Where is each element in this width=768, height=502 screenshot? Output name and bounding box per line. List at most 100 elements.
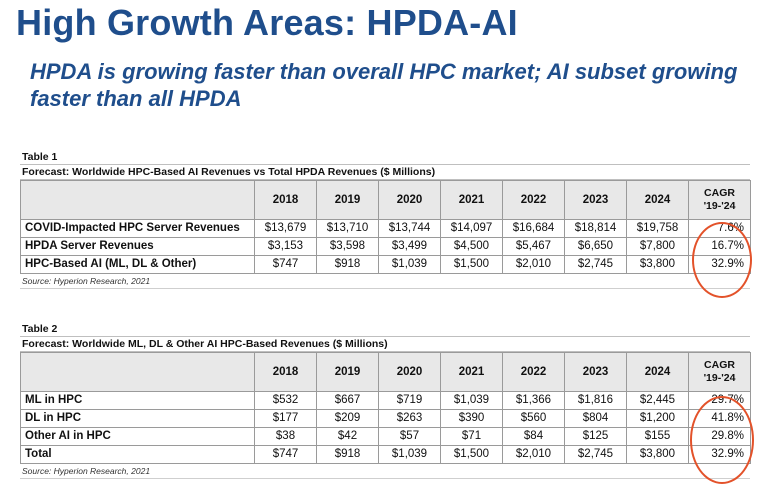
- value-cell: $918: [316, 445, 379, 464]
- column-header: 2023: [564, 352, 627, 392]
- value-cell: $13,710: [316, 219, 379, 238]
- slide-title: High Growth Areas: HPDA-AI: [16, 2, 518, 43]
- value-cell: $2,010: [502, 255, 565, 274]
- row-label: HPC-Based AI (ML, DL & Other): [20, 255, 255, 274]
- cagr-header-line-2: '19-'24: [703, 372, 736, 384]
- table-row: DL in HPC $177 $209 $263 $390 $560 $804 $1,200 4…: [20, 409, 751, 428]
- column-header: 2020: [378, 352, 441, 392]
- cagr-cell: 7.6%: [688, 219, 751, 238]
- value-cell: $747: [254, 445, 317, 464]
- table-row: Other AI in HPC $38 $42 $57 $71 $84 $125 $155 29…: [20, 427, 751, 446]
- value-cell: $560: [502, 409, 565, 428]
- column-header: 2019: [316, 180, 379, 220]
- cagr-cell: 29.7%: [688, 391, 751, 410]
- table-row: COVID-Impacted HPC Server Revenues $13,67…: [20, 219, 751, 238]
- value-cell: $2,745: [564, 255, 627, 274]
- value-cell: $14,097: [440, 219, 503, 238]
- value-cell: $1,039: [378, 445, 441, 464]
- value-cell: $57: [378, 427, 441, 446]
- table-row: Total $747 $918 $1,039 $1,500 $2,010 $2,745 $3,…: [20, 445, 751, 464]
- table-1-header-row: 2018 2019 2020 2021 2022 2023 2024 CAGR '…: [20, 180, 751, 220]
- cagr-cell: 29.8%: [688, 427, 751, 446]
- cagr-cell: 16.7%: [688, 237, 751, 256]
- value-cell: $3,153: [254, 237, 317, 256]
- value-cell: $1,500: [440, 255, 503, 274]
- cagr-cell: 32.9%: [688, 445, 751, 464]
- value-cell: $1,200: [626, 409, 689, 428]
- cagr-header-line-1: CAGR: [704, 187, 735, 199]
- column-header: 2019: [316, 352, 379, 392]
- cagr-header-line-2: '19-'24: [703, 200, 736, 212]
- value-cell: $918: [316, 255, 379, 274]
- value-cell: $84: [502, 427, 565, 446]
- value-cell: $3,800: [626, 255, 689, 274]
- value-cell: $1,366: [502, 391, 565, 410]
- value-cell: $13,679: [254, 219, 317, 238]
- table-1-label: Table 1: [22, 151, 58, 163]
- cagr-header-line-1: CAGR: [704, 359, 735, 371]
- column-header: 2018: [254, 180, 317, 220]
- table-1: 2018 2019 2020 2021 2022 2023 2024 CAGR '…: [20, 180, 751, 274]
- table-2-source: Source: Hyperion Research, 2021: [20, 464, 750, 479]
- value-cell: $532: [254, 391, 317, 410]
- table-1-source: Source: Hyperion Research, 2021: [20, 274, 750, 289]
- value-cell: $1,816: [564, 391, 627, 410]
- column-header: 2021: [440, 180, 503, 220]
- value-cell: $3,800: [626, 445, 689, 464]
- cagr-column-header: CAGR '19-'24: [688, 180, 751, 220]
- table-row: HPC-Based AI (ML, DL & Other) $747 $918 $1,…: [20, 255, 751, 274]
- column-header: 2021: [440, 352, 503, 392]
- value-cell: $13,744: [378, 219, 441, 238]
- table-2: 2018 2019 2020 2021 2022 2023 2024 CAGR '…: [20, 352, 751, 464]
- cagr-cell: 41.8%: [688, 409, 751, 428]
- row-label: HPDA Server Revenues: [20, 237, 255, 256]
- value-cell: $5,467: [502, 237, 565, 256]
- table-1-corner-cell: [20, 180, 255, 220]
- value-cell: $390: [440, 409, 503, 428]
- table-2-corner-cell: [20, 352, 255, 392]
- row-label: DL in HPC: [20, 409, 255, 428]
- value-cell: $747: [254, 255, 317, 274]
- table-2-caption: Forecast: Worldwide ML, DL & Other AI HP…: [20, 336, 750, 352]
- table-2-header-row: 2018 2019 2020 2021 2022 2023 2024 CAGR '…: [20, 352, 751, 392]
- cagr-cell: 32.9%: [688, 255, 751, 274]
- value-cell: $16,684: [502, 219, 565, 238]
- value-cell: $263: [378, 409, 441, 428]
- column-header: 2018: [254, 352, 317, 392]
- value-cell: $38: [254, 427, 317, 446]
- row-label: ML in HPC: [20, 391, 255, 410]
- value-cell: $804: [564, 409, 627, 428]
- value-cell: $209: [316, 409, 379, 428]
- row-label: COVID-Impacted HPC Server Revenues: [20, 219, 255, 238]
- table-row: ML in HPC $532 $667 $719 $1,039 $1,366 $1,816 $…: [20, 391, 751, 410]
- value-cell: $71: [440, 427, 503, 446]
- value-cell: $155: [626, 427, 689, 446]
- value-cell: $3,598: [316, 237, 379, 256]
- column-header: 2022: [502, 352, 565, 392]
- table-2-block: Table 2 Forecast: Worldwide ML, DL & Oth…: [20, 322, 751, 479]
- table-1-block: Table 1 Forecast: Worldwide HPC-Based AI…: [20, 150, 751, 289]
- value-cell: $177: [254, 409, 317, 428]
- value-cell: $3,499: [378, 237, 441, 256]
- value-cell: $2,445: [626, 391, 689, 410]
- table-row: HPDA Server Revenues $3,153 $3,598 $3,499 $4…: [20, 237, 751, 256]
- column-header: 2020: [378, 180, 441, 220]
- row-label: Total: [20, 445, 255, 464]
- value-cell: $6,650: [564, 237, 627, 256]
- column-header: 2023: [564, 180, 627, 220]
- value-cell: $719: [378, 391, 441, 410]
- value-cell: $19,758: [626, 219, 689, 238]
- value-cell: $1,500: [440, 445, 503, 464]
- value-cell: $1,039: [378, 255, 441, 274]
- table-2-label: Table 2: [22, 323, 58, 335]
- value-cell: $1,039: [440, 391, 503, 410]
- value-cell: $4,500: [440, 237, 503, 256]
- value-cell: $125: [564, 427, 627, 446]
- row-label: Other AI in HPC: [20, 427, 255, 446]
- table-1-caption: Forecast: Worldwide HPC-Based AI Revenue…: [20, 164, 750, 180]
- value-cell: $18,814: [564, 219, 627, 238]
- value-cell: $2,745: [564, 445, 627, 464]
- value-cell: $7,800: [626, 237, 689, 256]
- value-cell: $667: [316, 391, 379, 410]
- value-cell: $2,010: [502, 445, 565, 464]
